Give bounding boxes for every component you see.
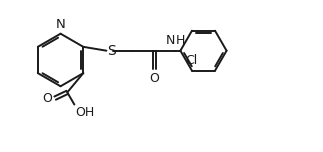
Text: S: S xyxy=(107,44,116,58)
Text: H: H xyxy=(176,35,185,47)
Text: OH: OH xyxy=(76,106,95,119)
Text: O: O xyxy=(42,92,52,105)
Text: N: N xyxy=(56,18,66,31)
Text: O: O xyxy=(149,73,159,85)
Text: Cl: Cl xyxy=(185,54,197,67)
Text: N: N xyxy=(166,35,175,47)
